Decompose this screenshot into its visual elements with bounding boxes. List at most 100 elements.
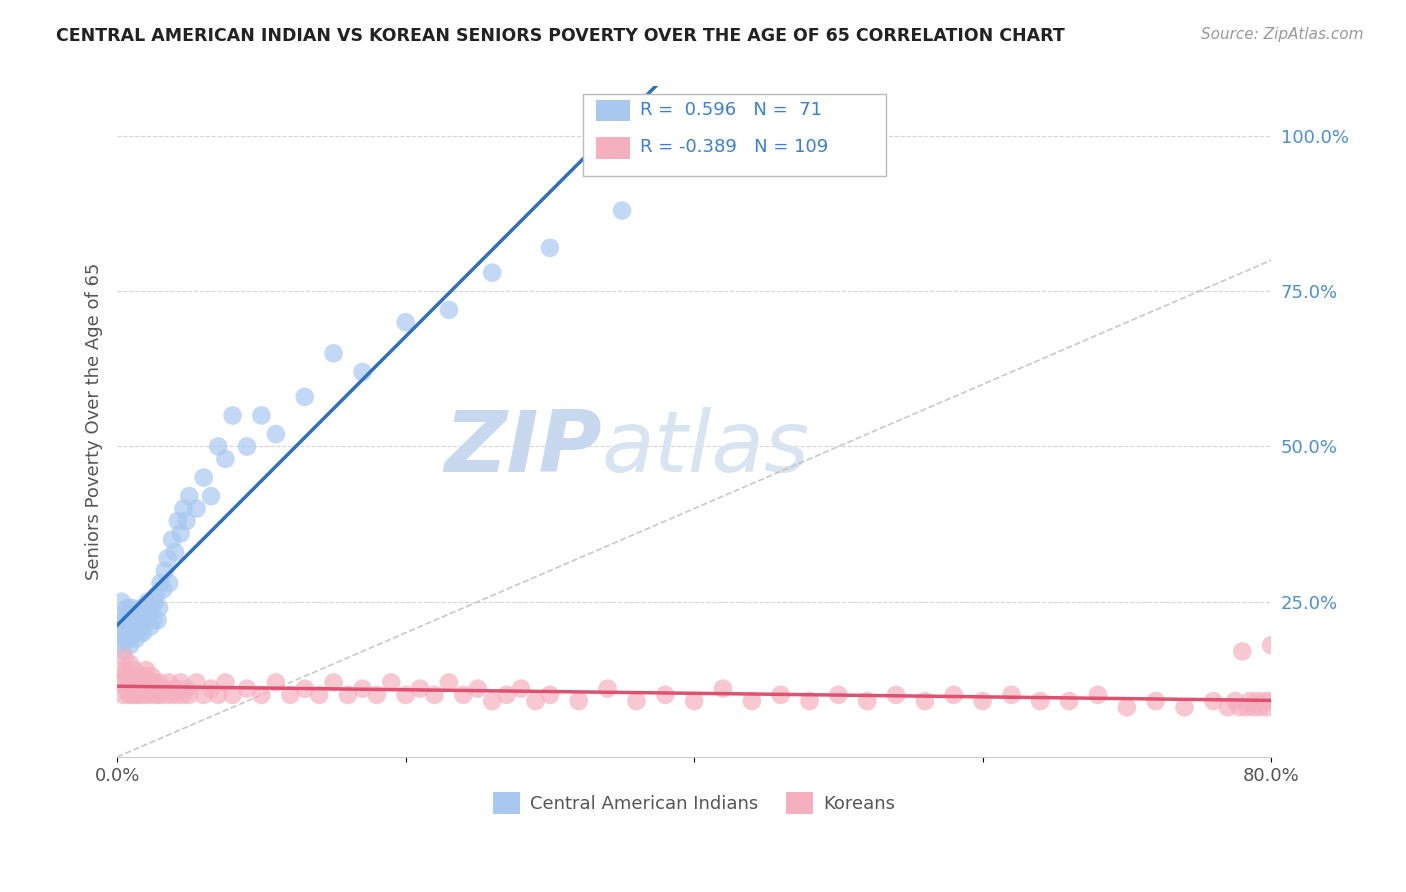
Point — [132, 625, 155, 640]
Point — [1029, 694, 1052, 708]
Point — [143, 675, 166, 690]
Point — [110, 595, 132, 609]
Point — [112, 650, 135, 665]
Point — [610, 203, 633, 218]
Point — [538, 688, 561, 702]
Point — [107, 638, 129, 652]
Point — [122, 613, 145, 627]
Point — [166, 514, 188, 528]
Point — [117, 663, 139, 677]
Point — [115, 681, 138, 696]
Point — [129, 613, 152, 627]
Point — [142, 688, 165, 702]
Text: atlas: atlas — [602, 407, 810, 490]
Point — [121, 669, 143, 683]
Point — [149, 576, 172, 591]
Point — [1000, 688, 1022, 702]
Point — [134, 607, 156, 622]
Point — [186, 675, 208, 690]
Point — [118, 688, 141, 702]
Point — [294, 390, 316, 404]
Point — [108, 675, 131, 690]
Point — [380, 675, 402, 690]
Point — [179, 489, 201, 503]
Point — [169, 675, 191, 690]
Point — [135, 681, 157, 696]
Y-axis label: Seniors Poverty Over the Age of 65: Seniors Poverty Over the Age of 65 — [86, 263, 103, 581]
Point — [127, 681, 149, 696]
Point — [467, 681, 489, 696]
Point — [1249, 700, 1271, 714]
Point — [437, 675, 460, 690]
Point — [115, 613, 138, 627]
Point — [124, 619, 146, 633]
Point — [121, 625, 143, 640]
Point — [524, 694, 547, 708]
Point — [132, 613, 155, 627]
Point — [166, 688, 188, 702]
Point — [236, 681, 259, 696]
Point — [173, 688, 195, 702]
Point — [120, 657, 142, 671]
Point — [395, 688, 418, 702]
Point — [163, 545, 186, 559]
Point — [148, 601, 170, 615]
Point — [163, 681, 186, 696]
Point — [626, 694, 648, 708]
Point — [134, 669, 156, 683]
Point — [1057, 694, 1080, 708]
Point — [193, 688, 215, 702]
Point — [111, 644, 134, 658]
Point — [214, 451, 236, 466]
Point — [146, 613, 169, 627]
Point — [118, 675, 141, 690]
Point — [322, 346, 344, 360]
Point — [173, 501, 195, 516]
Point — [145, 681, 167, 696]
Point — [914, 694, 936, 708]
Point — [122, 681, 145, 696]
Point — [153, 564, 176, 578]
Point — [193, 470, 215, 484]
Point — [112, 669, 135, 683]
Point — [138, 607, 160, 622]
Point — [827, 688, 849, 702]
Point — [127, 613, 149, 627]
Point — [157, 675, 180, 690]
Point — [308, 688, 330, 702]
Point — [683, 694, 706, 708]
Point — [942, 688, 965, 702]
Point — [152, 681, 174, 696]
Point — [799, 694, 821, 708]
Point — [115, 632, 138, 646]
Point — [1144, 694, 1167, 708]
Point — [294, 681, 316, 696]
Point — [142, 613, 165, 627]
Point — [437, 302, 460, 317]
Point — [176, 514, 198, 528]
Point — [138, 675, 160, 690]
Point — [128, 619, 150, 633]
Point — [155, 688, 177, 702]
Point — [200, 681, 222, 696]
Point — [366, 688, 388, 702]
Point — [654, 688, 676, 702]
Point — [156, 551, 179, 566]
Point — [179, 688, 201, 702]
Point — [124, 663, 146, 677]
Point — [264, 427, 287, 442]
Point — [207, 440, 229, 454]
Point — [250, 409, 273, 423]
Point — [264, 675, 287, 690]
Point — [120, 619, 142, 633]
Point — [129, 675, 152, 690]
Point — [120, 638, 142, 652]
Point — [128, 688, 150, 702]
Point — [131, 681, 153, 696]
Point — [110, 613, 132, 627]
Point — [143, 595, 166, 609]
Point — [176, 681, 198, 696]
Point — [972, 694, 994, 708]
Point — [121, 688, 143, 702]
Point — [169, 526, 191, 541]
